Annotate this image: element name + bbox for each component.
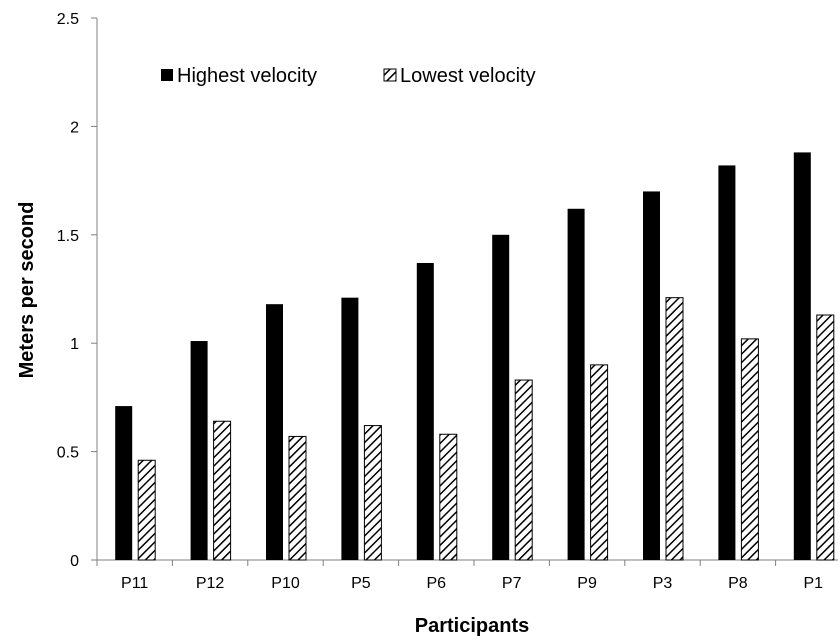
- bar-highest-velocity: [567, 208, 585, 560]
- bar-lowest-velocity: [363, 425, 382, 561]
- bars: [115, 152, 835, 561]
- x-tick-label: P7: [502, 575, 522, 592]
- legend: Highest velocity Lowest velocity: [161, 65, 536, 87]
- bar-lowest-velocity: [665, 297, 684, 561]
- y-axis-title: Meters per second: [16, 202, 38, 379]
- bar-lowest-velocity: [439, 433, 458, 561]
- bar-lowest-velocity: [590, 364, 609, 561]
- x-tick-label: P8: [728, 575, 748, 592]
- x-axis: P11 P12 P10 P5 P6 P7 P9 P3 P8 P1: [96, 559, 838, 592]
- bar-highest-velocity: [718, 165, 736, 560]
- x-tick-label: P9: [577, 575, 597, 592]
- bar-highest-velocity: [793, 152, 811, 560]
- bar-highest-velocity: [416, 262, 434, 560]
- bar-highest-velocity: [492, 234, 510, 561]
- y-tick-label: 1: [70, 336, 79, 353]
- x-tick-label: P11: [121, 575, 148, 592]
- x-axis-title: Participants: [415, 615, 529, 637]
- y-tick-label: 2: [70, 119, 79, 136]
- x-tick-label: P5: [351, 575, 371, 592]
- bar-highest-velocity: [190, 341, 208, 560]
- bar-lowest-velocity: [816, 314, 835, 561]
- bar-lowest-velocity: [213, 420, 232, 561]
- legend-swatch: [383, 68, 397, 82]
- legend-label: Highest velocity: [177, 65, 317, 87]
- bar-highest-velocity: [341, 297, 359, 560]
- y-tick-label: 0.5: [57, 445, 79, 462]
- bar-highest-velocity: [115, 406, 133, 560]
- bar-lowest-velocity: [740, 338, 759, 561]
- bar-lowest-velocity: [137, 459, 156, 561]
- y-tick-label: 2.5: [57, 11, 79, 28]
- y-tick-label: 0: [70, 553, 79, 570]
- legend-label: Lowest velocity: [400, 65, 536, 87]
- bar-highest-velocity: [266, 304, 283, 560]
- x-tick-label: P12: [196, 575, 225, 592]
- legend-swatch: [161, 69, 173, 81]
- bar-lowest-velocity: [288, 435, 307, 561]
- x-tick-label: P6: [427, 575, 447, 592]
- y-axis: 0 0.5 1 1.5 2 2.5: [57, 11, 98, 570]
- x-tick-label: P10: [271, 575, 300, 592]
- bar-highest-velocity: [643, 191, 660, 560]
- x-tick-label: P1: [804, 575, 824, 592]
- y-tick-label: 1.5: [57, 228, 79, 245]
- x-tick-label: P3: [653, 575, 673, 592]
- bar-lowest-velocity: [514, 379, 533, 561]
